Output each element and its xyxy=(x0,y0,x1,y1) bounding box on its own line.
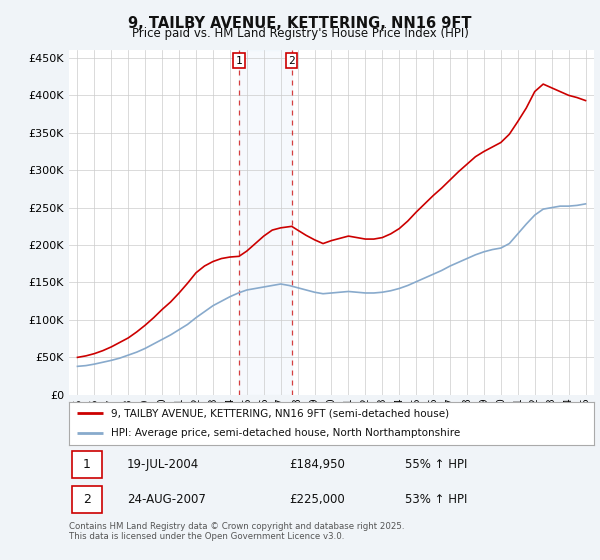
FancyBboxPatch shape xyxy=(71,486,102,513)
Bar xyxy=(239,50,292,395)
Text: 24-AUG-2007: 24-AUG-2007 xyxy=(127,493,206,506)
Text: 53% ↑ HPI: 53% ↑ HPI xyxy=(405,493,467,506)
Text: 1: 1 xyxy=(83,458,91,472)
Text: 19-JUL-2004: 19-JUL-2004 xyxy=(127,458,199,472)
Text: 2: 2 xyxy=(83,493,91,506)
Text: £225,000: £225,000 xyxy=(290,493,345,506)
Text: 2: 2 xyxy=(289,55,295,66)
Text: £184,950: £184,950 xyxy=(290,458,346,472)
Text: 9, TAILBY AVENUE, KETTERING, NN16 9FT (semi-detached house): 9, TAILBY AVENUE, KETTERING, NN16 9FT (s… xyxy=(111,408,449,418)
Text: Price paid vs. HM Land Registry's House Price Index (HPI): Price paid vs. HM Land Registry's House … xyxy=(131,27,469,40)
Text: 1: 1 xyxy=(236,55,242,66)
Text: HPI: Average price, semi-detached house, North Northamptonshire: HPI: Average price, semi-detached house,… xyxy=(111,428,460,438)
FancyBboxPatch shape xyxy=(71,451,102,478)
Text: Contains HM Land Registry data © Crown copyright and database right 2025.
This d: Contains HM Land Registry data © Crown c… xyxy=(69,522,404,542)
Text: 55% ↑ HPI: 55% ↑ HPI xyxy=(405,458,467,472)
Text: 9, TAILBY AVENUE, KETTERING, NN16 9FT: 9, TAILBY AVENUE, KETTERING, NN16 9FT xyxy=(128,16,472,31)
